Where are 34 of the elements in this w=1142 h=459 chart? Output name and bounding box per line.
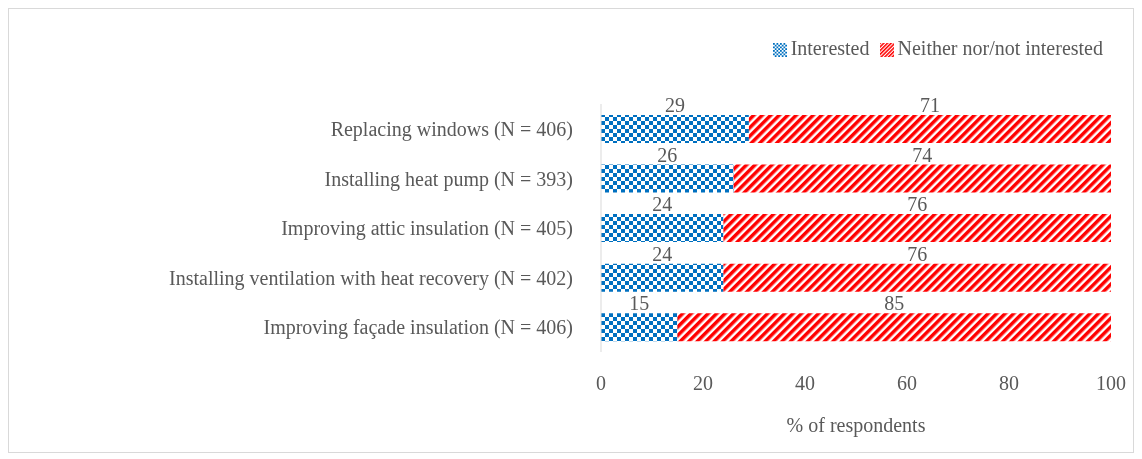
x-tick-label: 80 [999, 372, 1019, 395]
x-tick-label: 20 [693, 372, 713, 395]
x-tick-label: 100 [1096, 372, 1126, 395]
bar [723, 263, 1111, 292]
bar [677, 313, 1111, 342]
data-label: 29 [664, 93, 685, 116]
x-axis-title: % of respondents [786, 414, 926, 437]
y-tick-label: Installing heat pump (N = 393) [324, 167, 573, 191]
data-label: 24 [652, 242, 673, 265]
legend-label: Interested [790, 37, 870, 59]
bar [601, 263, 724, 292]
data-label: 76 [907, 242, 928, 265]
bar [723, 214, 1111, 243]
y-tick-label: Improving façade insulation (N = 406) [263, 316, 573, 340]
data-label: 71 [919, 93, 940, 116]
x-tick-label: 60 [897, 372, 917, 395]
y-tick-label: Replacing windows (N = 406) [330, 117, 573, 141]
y-tick-label: Improving attic insulation (N = 405) [281, 217, 573, 241]
legend-label: Neither nor/not interested [897, 37, 1103, 59]
data-label: 76 [907, 193, 928, 216]
x-tick-label: 40 [795, 372, 815, 395]
bar [601, 114, 749, 143]
bar [733, 164, 1111, 193]
data-label: 24 [652, 193, 673, 216]
bar [601, 313, 678, 342]
bar [601, 214, 724, 243]
data-label: 26 [657, 143, 678, 166]
y-tick-label: Installing ventilation with heat recovery (N = 402) [169, 266, 573, 290]
data-label: 74 [912, 143, 933, 166]
data-label: 15 [629, 292, 650, 315]
bar [601, 164, 734, 193]
bar [748, 114, 1111, 143]
x-tick-label: 0 [596, 372, 606, 395]
data-label: 85 [884, 292, 905, 315]
